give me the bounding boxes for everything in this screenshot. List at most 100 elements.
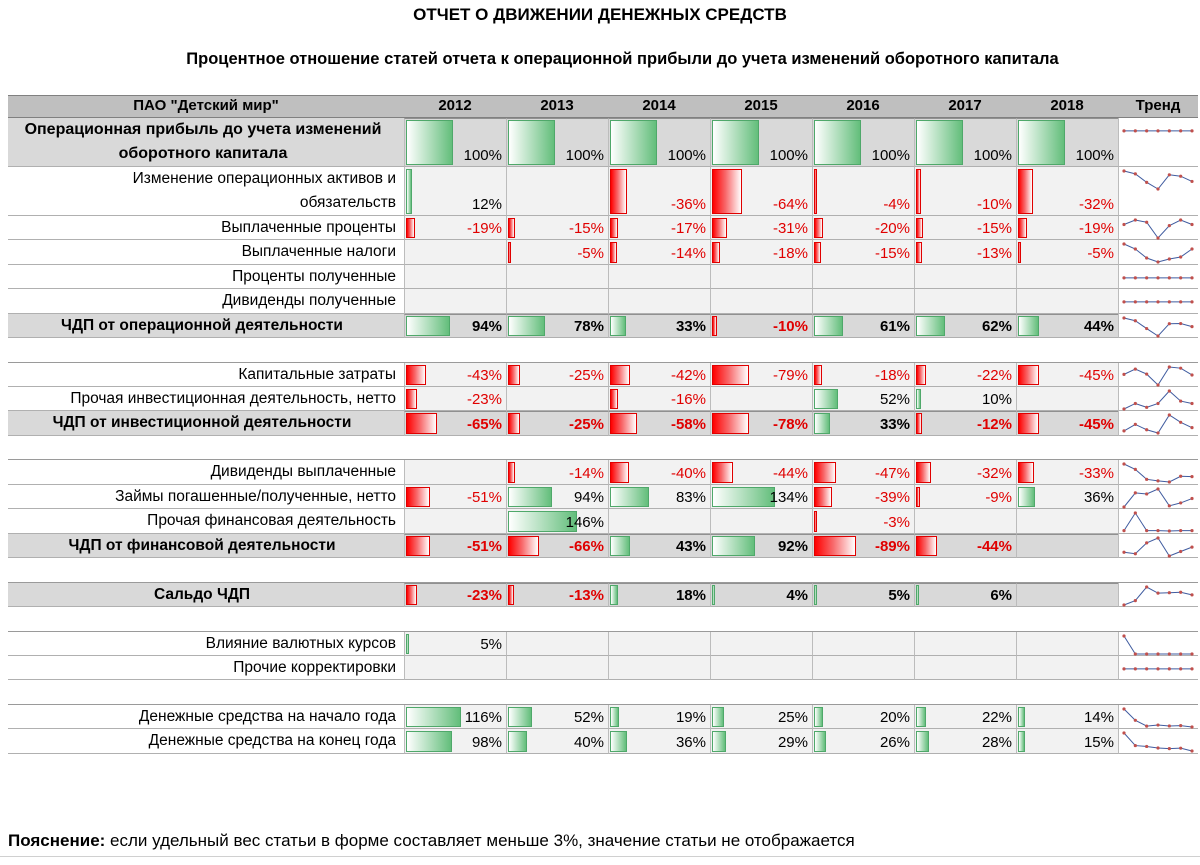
trend-point [1167,389,1171,393]
trend-point [1167,747,1171,751]
value-cell [710,313,812,339]
trend-sparkline [1122,129,1194,133]
value-cell [914,411,1016,436]
value-cell [914,240,1016,265]
trend-point [1167,553,1171,558]
trend-point [1122,429,1126,433]
trend-sparkline [1122,300,1194,304]
trend-point [1179,549,1183,553]
trend-sparkline [1122,242,1194,264]
row-label-line1: Изменение операционных активов и [132,170,396,187]
value-cell [404,167,506,216]
data-bar [610,169,627,214]
data-bar [1018,218,1027,239]
data-bar [406,364,427,385]
data-bar [814,315,843,337]
data-bar [406,413,437,434]
data-bar [916,218,924,239]
data-bar [916,535,937,557]
cell-value: 52% [879,391,910,409]
value-cell [404,582,506,608]
row-label: Дивиденды выплаченные [210,463,396,481]
data-bar [916,389,921,410]
trend-point [1190,545,1194,549]
value-cell [506,411,608,436]
report-subtitle: Процентное отношение статей отчета к опе… [186,50,1059,68]
trend-point [1167,590,1171,594]
value-cell [506,216,608,241]
cell-value: -13% [568,587,604,605]
cell-value: -5% [1087,244,1114,262]
data-bar [406,120,453,165]
value-cell [1016,704,1118,730]
cell-value: -10% [976,196,1012,213]
value-cell [608,387,710,412]
trend-point [1190,401,1194,406]
trend-point [1122,407,1126,411]
data-bar [508,364,520,385]
trend-point [1133,423,1137,427]
data-bar [1018,169,1034,214]
data-bar [406,731,453,752]
trend-sparkline [1122,462,1194,484]
cell-value: 100% [463,147,502,164]
data-bar [406,389,417,410]
trend-point [1167,529,1171,533]
trend-point [1122,276,1126,280]
trend-cell [1118,118,1198,167]
data-bar [406,706,461,728]
value-cell [404,387,506,412]
value-cell [1016,582,1118,608]
data-bar [1018,731,1026,752]
trend-sparkline [1122,487,1194,509]
trend-point [1122,667,1126,671]
value-cell [812,509,914,534]
cell-value: -43% [466,367,502,384]
cell-value: 25% [777,709,808,727]
trend-sparkline [1122,413,1194,435]
cell-value: -15% [568,220,604,238]
cell-value: -13% [976,244,1012,262]
trend-sparkline [1122,584,1194,607]
row-label-cell [8,216,404,241]
data-bar [814,584,817,606]
spacer-row [8,338,1198,363]
cell-value: -25% [568,415,604,433]
trend-point [1167,480,1171,484]
value-cell [1016,656,1118,681]
cell-value: 94% [471,318,502,336]
value-cell [710,240,812,265]
value-cell [812,216,914,241]
trend-point [1133,718,1137,722]
data-bar [712,315,717,337]
trend-point [1167,300,1171,304]
cell-value: -45% [1078,415,1114,433]
trend-point [1145,326,1149,330]
trend-cell [1118,240,1198,265]
cell-value: 18% [675,587,706,605]
trend-point [1145,300,1149,304]
row-label-cell [8,582,404,608]
trend-point [1122,602,1126,607]
cell-value: -12% [976,415,1012,433]
cell-value: 134% [769,489,808,507]
value-cell [608,704,710,730]
data-bar [610,413,638,434]
row-label: Денежные средства на начало года [138,707,396,725]
row-label-cell [8,656,404,681]
value-cell [914,387,1016,412]
trend-point [1145,428,1149,432]
value-cell [608,509,710,534]
value-cell [914,582,1016,608]
value-cell [710,729,812,754]
data-bar [1018,120,1065,165]
trend-point [1167,413,1171,417]
data-bar [712,242,721,263]
trend-point [1122,550,1126,554]
trend-point [1156,129,1160,133]
trend-point [1167,321,1171,325]
trend-point [1145,529,1149,533]
trend-point [1133,129,1137,133]
value-cell [1016,509,1118,534]
trend-point [1145,129,1149,133]
